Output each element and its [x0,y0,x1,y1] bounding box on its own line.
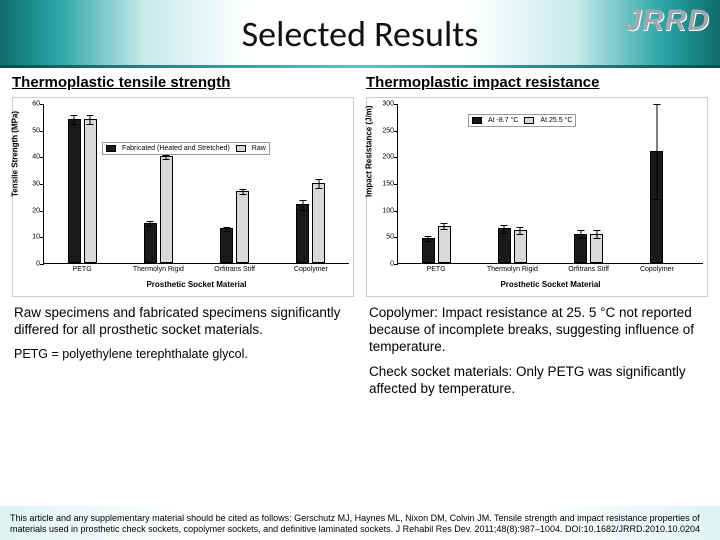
error-bar [444,223,445,229]
error-bar [504,225,505,234]
left-subhead: Thermoplastic tensile strength [12,74,354,91]
legend-label: Fabricated (Heated and Stretched) [122,145,230,152]
error-bar [596,230,597,239]
right-subhead: Thermoplastic impact resistance [366,74,708,91]
bar [160,156,173,263]
error-bar [520,227,521,236]
left-note-1: Raw specimens and fabricated specimens s… [14,305,351,339]
ytick-label: 60 [32,101,44,108]
ytick-label: 200 [382,154,398,161]
impact-xlabel: Prosthetic Socket Material [398,280,703,289]
tensile-xlabel: Prosthetic Socket Material [44,280,349,289]
error-bar [74,115,75,126]
bar [312,183,325,263]
bar-group: Copolymer [296,183,325,263]
right-note-2: Check socket materials: Only PETG was si… [369,364,706,398]
right-notes: Copolymer: Impact resistance at 25. 5 °C… [369,305,706,405]
bar [590,234,603,263]
tensile-chart: Tensile Strength (MPa) Prosthetic Socket… [12,97,354,297]
ytick-label: 10 [32,234,44,241]
error-bar [580,230,581,239]
citation-text: This article and any supplementary mater… [10,513,710,534]
bar-group: Orfitrans Stiff [574,234,603,263]
chart-legend: At -8.7 °C At 25.5 °C [468,114,576,127]
category-label: Thermolyn Rigid [128,263,188,273]
ytick-label: 150 [382,181,398,188]
ytick-label: 20 [32,207,44,214]
ytick-label: 40 [32,154,44,161]
bar [68,119,81,263]
bar [574,234,587,263]
category-label: Orfitrans Stiff [559,263,619,273]
ytick-label: 50 [386,234,398,241]
ytick-label: 0 [36,261,44,268]
bar [84,119,97,263]
legend-swatch [472,117,482,124]
bar [144,223,157,263]
ytick-label: 50 [32,127,44,134]
bar-group: Orfitrans Stiff [220,191,249,263]
bar [220,228,233,263]
ytick-label: 100 [382,207,398,214]
legend-label: Raw [252,145,266,152]
ytick-label: 300 [382,101,398,108]
bar [296,204,309,263]
bar-group: Copolymer [650,151,663,263]
error-bar [150,221,151,226]
impact-ylabel: Impact Resistance (J/m) [365,105,374,197]
error-bar [656,104,657,200]
error-bar [318,179,319,190]
error-bar [226,227,227,232]
error-bar [242,189,243,194]
category-label: Thermolyn Rigid [482,263,542,273]
brand-logo: JRRD [624,4,710,38]
left-notes: Raw specimens and fabricated specimens s… [14,305,351,405]
notes-row: Raw specimens and fabricated specimens s… [0,297,720,405]
category-label: PETG [52,263,112,273]
category-label: Copolymer [281,263,341,273]
legend-label: At -8.7 °C [488,117,518,124]
category-label: Orfitrans Stiff [205,263,265,273]
category-label: PETG [406,263,466,273]
legend-label: At 25.5 °C [540,117,572,124]
error-bar [166,155,167,160]
bar [650,151,663,263]
legend-swatch [106,145,116,152]
chart-legend: Fabricated (Heated and Stretched) Raw [102,142,270,155]
bar [498,228,511,263]
slide-header: Selected Results JRRD [0,0,720,68]
left-note-2: PETG = polyethylene terephthalate glycol… [14,347,351,363]
ytick-label: 30 [32,181,44,188]
ytick-label: 0 [390,261,398,268]
error-bar [428,236,429,241]
bar [422,238,435,263]
legend-swatch [524,117,534,124]
bar [236,191,249,263]
bar-group: Thermolyn Rigid [498,228,527,263]
content-columns: Thermoplastic tensile strength Tensile S… [0,68,720,297]
error-bar [90,115,91,126]
bar-group: PETG [68,119,97,263]
legend-swatch [236,145,246,152]
bar [514,230,527,263]
page-title: Selected Results [242,12,479,56]
bar-group: PETG [422,226,451,263]
right-column: Thermoplastic impact resistance Impact R… [366,74,708,297]
bar-group: Thermolyn Rigid [144,156,173,263]
error-bar [302,200,303,211]
left-column: Thermoplastic tensile strength Tensile S… [12,74,354,297]
category-label: Copolymer [627,263,687,273]
bar [438,226,451,263]
ytick-label: 250 [382,127,398,134]
impact-chart: Impact Resistance (J/m) Prosthetic Socke… [366,97,708,297]
right-note-1: Copolymer: Impact resistance at 25. 5 °C… [369,305,706,356]
tensile-ylabel: Tensile Strength (MPa) [11,111,20,197]
